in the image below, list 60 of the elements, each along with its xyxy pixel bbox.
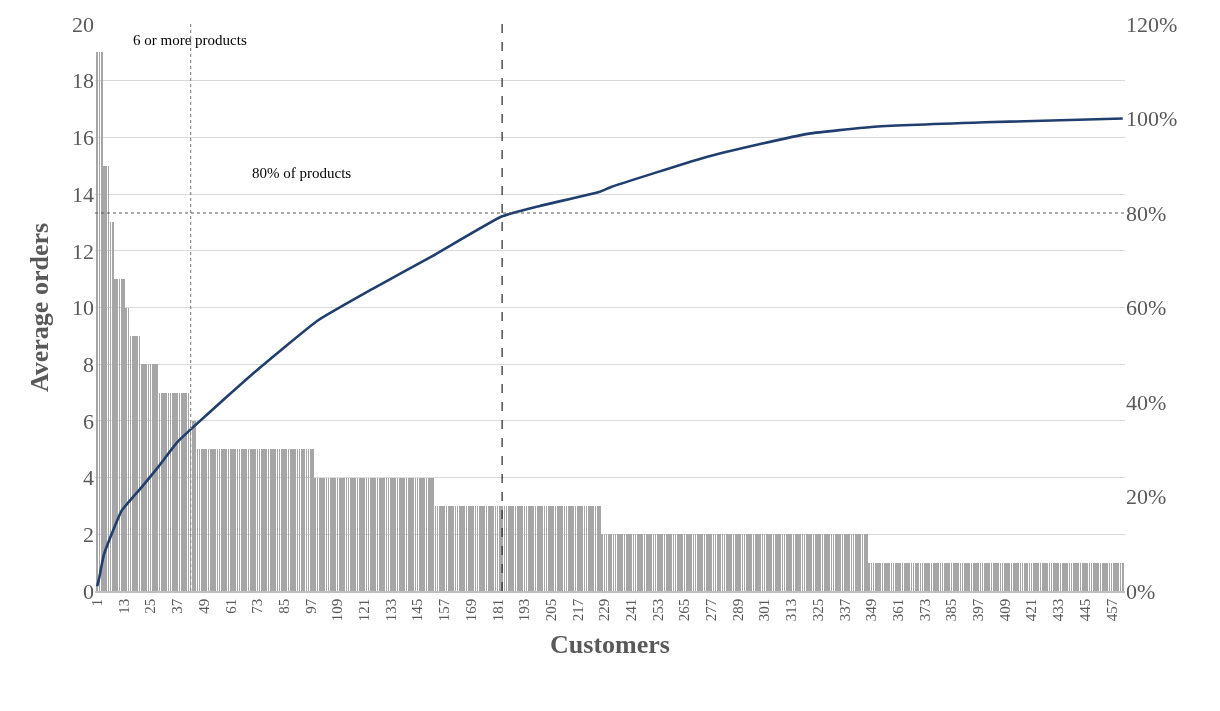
x-tick-label: 373 [916, 598, 933, 622]
x-tick-label: 145 [409, 598, 426, 622]
x-tick-label: 217 [569, 598, 586, 622]
y-tick-label: 10 [72, 295, 94, 321]
x-tick-label: 25 [142, 598, 159, 614]
x-tick-label: 169 [462, 598, 479, 622]
x-tick-label: 325 [809, 598, 826, 622]
y-tick-label: 4 [83, 465, 94, 491]
x-tick-label: 361 [889, 598, 906, 622]
annotation: 80% of products [252, 165, 352, 181]
y-axis-title: Average orders [25, 222, 55, 393]
x-tick-label: 409 [996, 598, 1013, 622]
y2-tick-label: 100% [1126, 106, 1178, 132]
x-tick-label: 445 [1076, 598, 1093, 622]
y2-tick-label: 0% [1126, 578, 1156, 604]
x-tick-label: 301 [756, 598, 773, 622]
x-tick-label: 61 [222, 598, 239, 614]
x-tick-label: 457 [1103, 598, 1120, 622]
x-tick-label: 13 [115, 598, 132, 614]
x-tick-label: 157 [436, 598, 453, 622]
x-tick-label: 265 [676, 598, 693, 622]
x-tick-label: 289 [729, 598, 746, 622]
x-tick-label: 385 [943, 598, 960, 622]
x-tick-label: 337 [836, 598, 853, 622]
x-tick-label: 73 [249, 598, 266, 614]
y-tick-label: 2 [83, 522, 94, 547]
y-tick-label: 14 [72, 181, 94, 207]
x-tick-label: 241 [623, 598, 640, 622]
x-tick-label: 133 [382, 598, 399, 622]
y2-tick-label: 60% [1126, 295, 1167, 321]
y-tick-label: 20 [72, 11, 94, 37]
x-tick-label: 229 [596, 598, 613, 622]
x-tick-label: 205 [542, 598, 559, 622]
x-tick-label: 397 [970, 598, 987, 622]
y2-tick-label: 80% [1126, 200, 1167, 226]
x-tick-label: 85 [275, 598, 292, 614]
y-tick-label: 12 [72, 238, 94, 264]
x-tick-label: 37 [169, 598, 186, 614]
y2-tick-label: 20% [1126, 484, 1167, 510]
x-tick-label: 349 [863, 598, 880, 622]
y2-tick-label: 120% [1126, 11, 1178, 37]
y2-tick-label: 40% [1126, 389, 1167, 415]
y-tick-label: 6 [83, 408, 94, 434]
x-tick-label: 181 [489, 598, 506, 622]
x-tick-label: 253 [649, 598, 666, 622]
x-axis-title: Customers [550, 630, 670, 660]
annotation: 6 or more products [133, 32, 247, 48]
x-tick-label: 193 [516, 598, 533, 622]
x-tick-label: 433 [1050, 598, 1067, 622]
x-tick-label: 421 [1023, 598, 1040, 622]
y-tick-label: 8 [83, 351, 94, 377]
x-tick-label: 49 [195, 598, 212, 614]
x-tick-label: 97 [302, 598, 319, 614]
x-tick-label: 121 [356, 598, 373, 622]
x-tick-label: 277 [703, 598, 720, 622]
x-tick-label: 1 [89, 598, 106, 607]
y-tick-label: 18 [72, 68, 94, 94]
x-tick-label: 313 [783, 598, 800, 622]
x-tick-label: 109 [329, 598, 346, 622]
y-tick-label: 16 [72, 125, 94, 151]
